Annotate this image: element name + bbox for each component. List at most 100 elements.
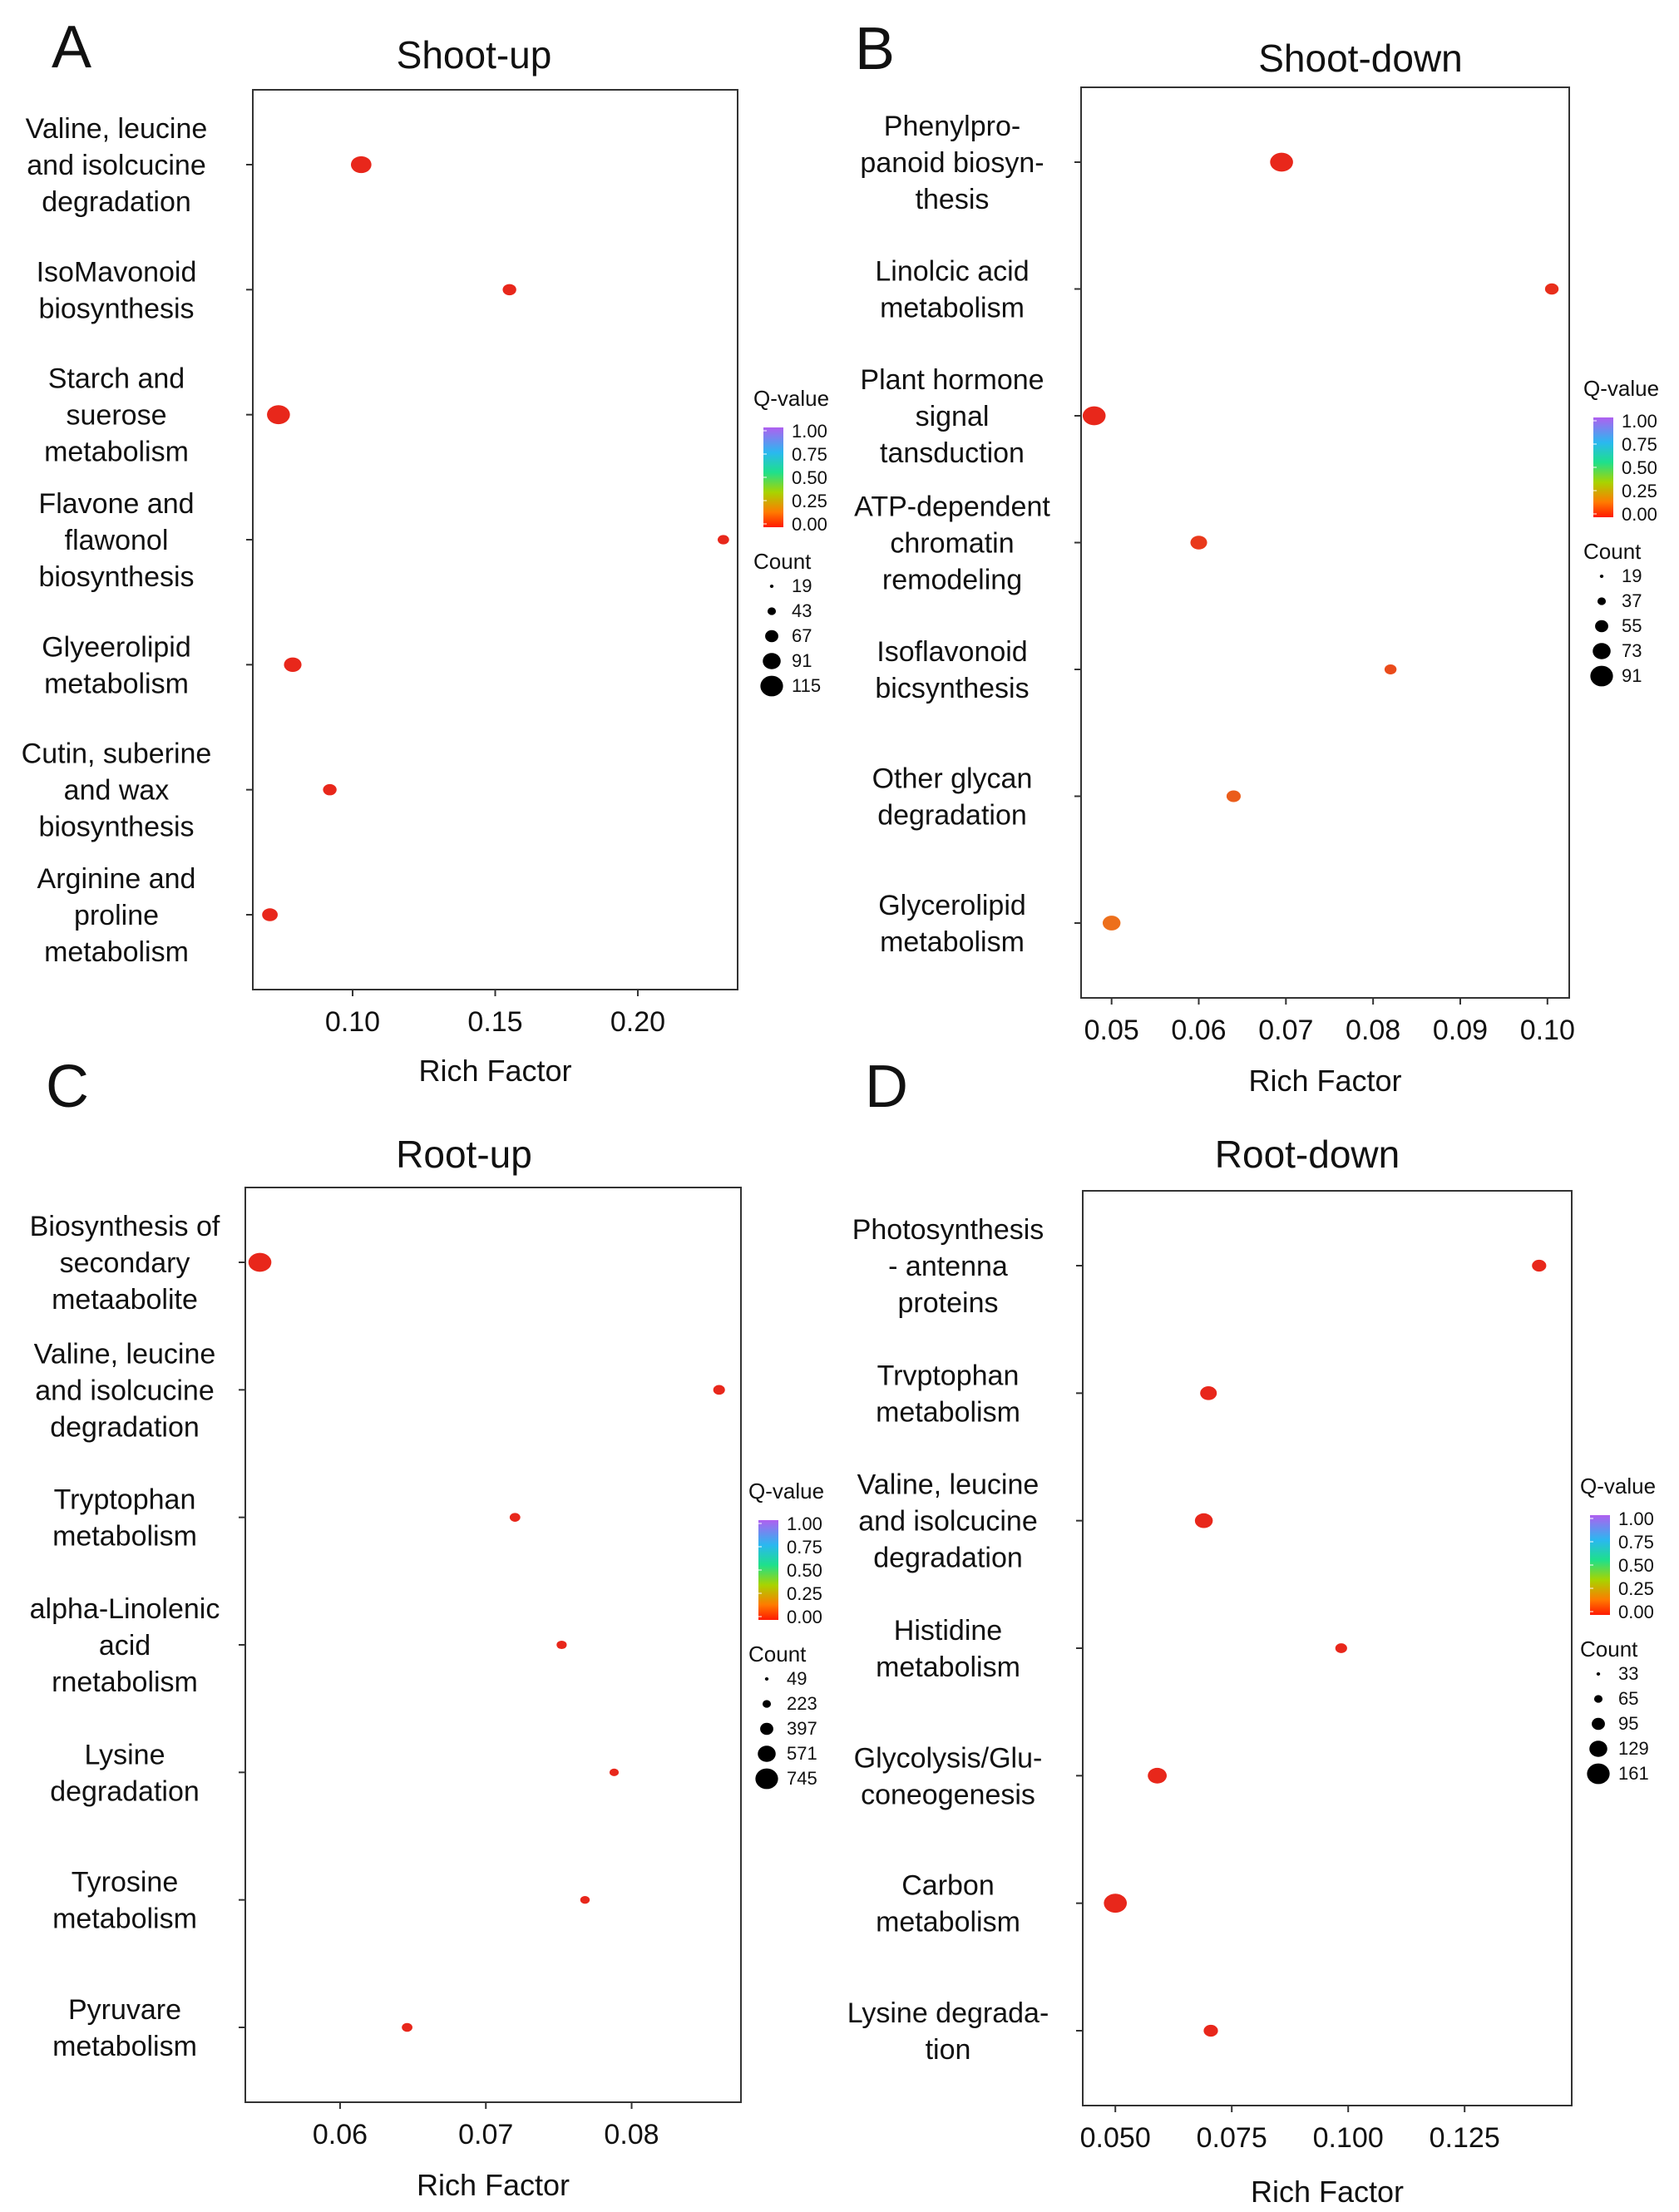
colorbar-tick-label: 0.00	[792, 514, 827, 535]
count-legend-label: 19	[792, 575, 812, 596]
category-label-line: and isolcucine	[27, 150, 205, 181]
count-legend-label: 73	[1622, 640, 1642, 661]
category-label-line: Phenylpro-	[884, 111, 1020, 142]
count-legend-dot	[769, 585, 774, 588]
category-label-line: secondary	[60, 1247, 190, 1279]
category-label: Carbon metabolism	[876, 1870, 1020, 1938]
count-legend-dot	[763, 653, 781, 669]
count-legend-dot	[1599, 575, 1604, 578]
category-label-line: tion	[926, 2034, 971, 2066]
count-legend-title: Count	[1580, 1637, 1638, 1661]
panel-letter: C	[46, 1054, 89, 1120]
data-point	[248, 1252, 272, 1272]
x-tick-label: 0.050	[1080, 2122, 1151, 2154]
colorbar-tick-label: 0.00	[1618, 1602, 1654, 1622]
count-legend-dot	[1593, 1695, 1603, 1703]
count-legend-label: 223	[787, 1693, 817, 1714]
chart-title: Shoot-up	[397, 33, 552, 77]
data-point	[402, 2022, 412, 2032]
count-legend-label: 37	[1622, 590, 1642, 611]
x-tick-label: 0.10	[325, 1006, 380, 1038]
count-legend-label: 67	[792, 625, 812, 646]
category-label: Glycolysis/Glu-coneogenesis	[854, 1742, 1043, 1810]
colorbar-tick-label: 0.25	[787, 1583, 822, 1604]
category-label-line: and wax	[64, 775, 170, 807]
category-label: Biosynthesis of secondary metaabolite	[30, 1211, 220, 1316]
count-legend-title: Count	[748, 1642, 807, 1666]
count-legend-label: 91	[792, 650, 812, 671]
category-label-line: Biosynthesis of	[30, 1211, 220, 1242]
category-label: Isoflavonoid bicsynthesis	[875, 636, 1029, 704]
category-label-line: metabolism	[52, 2031, 197, 2062]
colorbar-tick-label: 0.25	[792, 491, 827, 511]
data-point	[1190, 536, 1207, 550]
count-legend-dot	[755, 1768, 778, 1790]
category-label-line: coneogenesis	[861, 1779, 1035, 1810]
category-label-line: metabolism	[44, 437, 189, 468]
data-point	[1102, 916, 1121, 931]
count-legend-label: 65	[1618, 1688, 1638, 1709]
count-legend-label: 745	[787, 1768, 817, 1789]
category-label-line: flawonol	[65, 525, 169, 556]
chart-title: Shoot-down	[1258, 37, 1463, 80]
colorbar-tick-label: 1.00	[787, 1513, 822, 1534]
data-point	[1532, 1259, 1547, 1272]
qvalue-legend-title: Q-value	[748, 1479, 824, 1503]
x-axis-label: Rich Factor	[1251, 2175, 1404, 2209]
category-label: Arginine and proline metabolism	[37, 863, 196, 968]
category-label: Lysine degradation	[50, 1739, 200, 1807]
category-label-line: metabolism	[52, 1903, 197, 1935]
category-label: IsoMavonoid biosynthesis	[37, 256, 197, 324]
category-label: Phenylpro-panoid biosyn-thesis	[860, 111, 1044, 215]
category-label: Valine, leucine and isolcucine degradation	[857, 1469, 1039, 1574]
x-tick-label: 0.08	[604, 2119, 659, 2150]
qvalue-legend-title: Q-value	[1580, 1474, 1656, 1499]
colorbar-tick-label: 1.00	[1622, 411, 1657, 432]
colorbar-tick-label: 0.75	[792, 444, 827, 465]
qvalue-legend-title: Q-value	[1583, 376, 1659, 401]
category-label-line: metabolism	[52, 1521, 197, 1553]
count-legend-dot	[1587, 1763, 1610, 1785]
count-legend-title: Count	[1583, 539, 1642, 564]
category-label-line: biosynthesis	[38, 561, 194, 593]
count-legend-dot	[1597, 597, 1607, 605]
category-label-line: metabolism	[44, 668, 189, 699]
category-label: Glycerolipid metabolism	[878, 890, 1026, 958]
count-legend-dot	[762, 1700, 772, 1708]
count-legend-label: 55	[1622, 615, 1642, 636]
category-label-line: degradation	[873, 1543, 1023, 1574]
category-label-line: metabolism	[876, 1396, 1020, 1428]
count-legend-label: 571	[787, 1743, 817, 1764]
data-point	[509, 1513, 521, 1522]
panel-letter: B	[855, 16, 895, 82]
count-legend-dot	[758, 1745, 776, 1762]
colorbar-tick-label: 0.50	[1622, 457, 1657, 478]
colorbar-tick-label: 0.75	[1622, 434, 1657, 455]
category-label: Trvptophan metabolism	[876, 1360, 1020, 1428]
count-legend-dot	[1596, 1672, 1601, 1676]
category-label-line: metaabolite	[52, 1284, 198, 1316]
data-point	[1335, 1643, 1347, 1653]
data-point	[717, 535, 729, 545]
data-point	[1544, 283, 1559, 295]
category-label: Valine, leucine and isolcucine degradation	[26, 113, 208, 218]
count-legend-label: 33	[1618, 1663, 1638, 1684]
colorbar-tick-label: 0.50	[1618, 1555, 1654, 1576]
count-legend-dot	[765, 630, 778, 643]
data-point	[1104, 1894, 1127, 1913]
data-point	[609, 1768, 620, 1776]
panel-a: A Shoot-up Valine, leucine and isolcucine de…	[22, 14, 829, 1088]
count-legend-dot	[1592, 1717, 1605, 1731]
count-legend-label: 95	[1618, 1713, 1638, 1734]
colorbar-tick-label: 0.75	[787, 1537, 822, 1558]
panel-d: D Root-down Photosynthesis - antenna protein…	[847, 1054, 1656, 2209]
category-label-line: thesis	[916, 184, 990, 215]
category-label-line: and isolcucine	[858, 1506, 1037, 1538]
count-legend-label: 91	[1622, 665, 1642, 686]
category-label-line: Starch and	[48, 363, 185, 395]
chart-title: Root-down	[1215, 1133, 1400, 1176]
category-label-line: proteins	[898, 1287, 999, 1319]
category-label-line: tansduction	[880, 437, 1025, 469]
category-label-line: - antenna	[888, 1251, 1008, 1282]
